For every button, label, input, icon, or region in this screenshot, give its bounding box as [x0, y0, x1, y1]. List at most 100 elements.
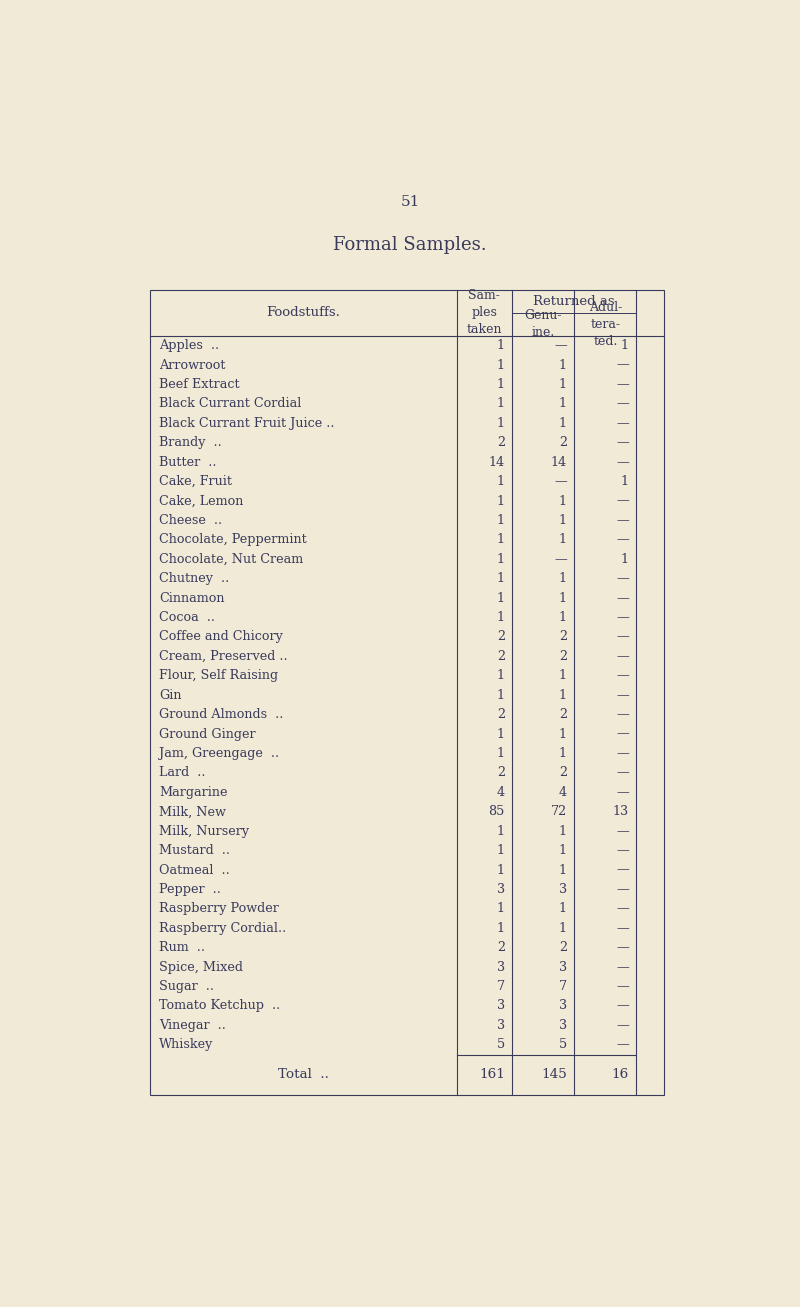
Text: Sugar  ..: Sugar ..: [159, 980, 214, 993]
Text: —: —: [616, 786, 629, 799]
Text: Beef Extract: Beef Extract: [159, 378, 239, 391]
Text: 161: 161: [479, 1068, 505, 1081]
Text: 2: 2: [497, 941, 505, 954]
Text: 1: 1: [497, 476, 505, 488]
Text: —: —: [616, 612, 629, 623]
Text: 51: 51: [400, 195, 420, 209]
Text: 1: 1: [497, 417, 505, 430]
Text: 1: 1: [497, 494, 505, 507]
Text: 2: 2: [497, 766, 505, 779]
Text: 1: 1: [497, 612, 505, 623]
Text: Brandy  ..: Brandy ..: [159, 437, 222, 450]
Text: Lard  ..: Lard ..: [159, 766, 206, 779]
Text: —: —: [616, 1019, 629, 1033]
Text: —: —: [616, 494, 629, 507]
Text: 72: 72: [550, 805, 567, 818]
Text: Tomato Ketchup  ..: Tomato Ketchup ..: [159, 1000, 280, 1013]
Text: 1: 1: [497, 358, 505, 371]
Text: —: —: [616, 708, 629, 721]
Text: —: —: [616, 864, 629, 877]
Text: 1: 1: [559, 397, 567, 410]
Text: Ground Almonds  ..: Ground Almonds ..: [159, 708, 283, 721]
Text: 2: 2: [558, 437, 567, 450]
Text: 3: 3: [558, 884, 567, 897]
Text: Mustard  ..: Mustard ..: [159, 844, 230, 857]
Text: 14: 14: [550, 456, 567, 469]
Text: 1: 1: [559, 378, 567, 391]
Text: 5: 5: [558, 1038, 567, 1051]
Text: 13: 13: [613, 805, 629, 818]
Text: 2: 2: [497, 437, 505, 450]
Text: Raspberry Powder: Raspberry Powder: [159, 902, 278, 915]
Text: 1: 1: [497, 397, 505, 410]
Text: Cake, Lemon: Cake, Lemon: [159, 494, 243, 507]
Text: Gin: Gin: [159, 689, 182, 702]
Text: 1: 1: [497, 921, 505, 935]
Text: 2: 2: [558, 630, 567, 643]
Text: Genu-
ine.: Genu- ine.: [525, 310, 562, 340]
Text: 1: 1: [559, 417, 567, 430]
Text: Apples  ..: Apples ..: [159, 340, 219, 352]
Text: —: —: [616, 825, 629, 838]
Text: Cake, Fruit: Cake, Fruit: [159, 476, 232, 488]
Text: 1: 1: [497, 553, 505, 566]
Text: 2: 2: [558, 766, 567, 779]
Text: 1: 1: [621, 476, 629, 488]
Text: 3: 3: [497, 1019, 505, 1033]
Bar: [150, 290, 664, 1095]
Text: 1: 1: [559, 612, 567, 623]
Text: 7: 7: [558, 980, 567, 993]
Text: 1: 1: [621, 340, 629, 352]
Text: 145: 145: [541, 1068, 567, 1081]
Text: 1: 1: [559, 494, 567, 507]
Text: 1: 1: [559, 902, 567, 915]
Text: 1: 1: [621, 553, 629, 566]
Text: Chutney  ..: Chutney ..: [159, 572, 229, 586]
Text: —: —: [616, 884, 629, 897]
Text: 1: 1: [559, 689, 567, 702]
Text: Arrowroot: Arrowroot: [159, 358, 226, 371]
Text: 1: 1: [497, 689, 505, 702]
Text: 1: 1: [559, 748, 567, 759]
Text: Cocoa  ..: Cocoa ..: [159, 612, 215, 623]
Text: Coffee and Chicory: Coffee and Chicory: [159, 630, 282, 643]
Text: Spice, Mixed: Spice, Mixed: [159, 961, 243, 974]
Text: —: —: [554, 553, 567, 566]
Text: Pepper  ..: Pepper ..: [159, 884, 221, 897]
Text: —: —: [616, 921, 629, 935]
Text: 5: 5: [497, 1038, 505, 1051]
Text: Ground Ginger: Ground Ginger: [159, 728, 255, 741]
Text: Rum  ..: Rum ..: [159, 941, 205, 954]
Text: —: —: [616, 961, 629, 974]
Text: Adul-
tera-
ted.: Adul- tera- ted.: [589, 301, 622, 348]
Text: Butter  ..: Butter ..: [159, 456, 216, 469]
Text: 1: 1: [559, 864, 567, 877]
Text: 1: 1: [497, 514, 505, 527]
Text: —: —: [616, 437, 629, 450]
Text: 2: 2: [558, 708, 567, 721]
Text: 3: 3: [558, 1019, 567, 1033]
Text: 1: 1: [497, 378, 505, 391]
Text: 1: 1: [497, 844, 505, 857]
Text: —: —: [616, 1000, 629, 1013]
Text: —: —: [616, 766, 629, 779]
Text: 85: 85: [489, 805, 505, 818]
Text: 1: 1: [559, 358, 567, 371]
Text: Milk, New: Milk, New: [159, 805, 226, 818]
Text: Returned as: Returned as: [534, 295, 615, 307]
Text: 3: 3: [558, 961, 567, 974]
Text: 1: 1: [497, 533, 505, 546]
Text: —: —: [554, 476, 567, 488]
Text: 16: 16: [612, 1068, 629, 1081]
Text: 1: 1: [559, 825, 567, 838]
Text: —: —: [616, 650, 629, 663]
Text: Foodstuffs.: Foodstuffs.: [266, 306, 340, 319]
Text: Jam, Greengage  ..: Jam, Greengage ..: [159, 748, 279, 759]
Text: 3: 3: [497, 884, 505, 897]
Text: 1: 1: [559, 844, 567, 857]
Text: 2: 2: [497, 708, 505, 721]
Text: —: —: [616, 358, 629, 371]
Text: 1: 1: [497, 864, 505, 877]
Text: —: —: [616, 669, 629, 682]
Text: Raspberry Cordial..: Raspberry Cordial..: [159, 921, 286, 935]
